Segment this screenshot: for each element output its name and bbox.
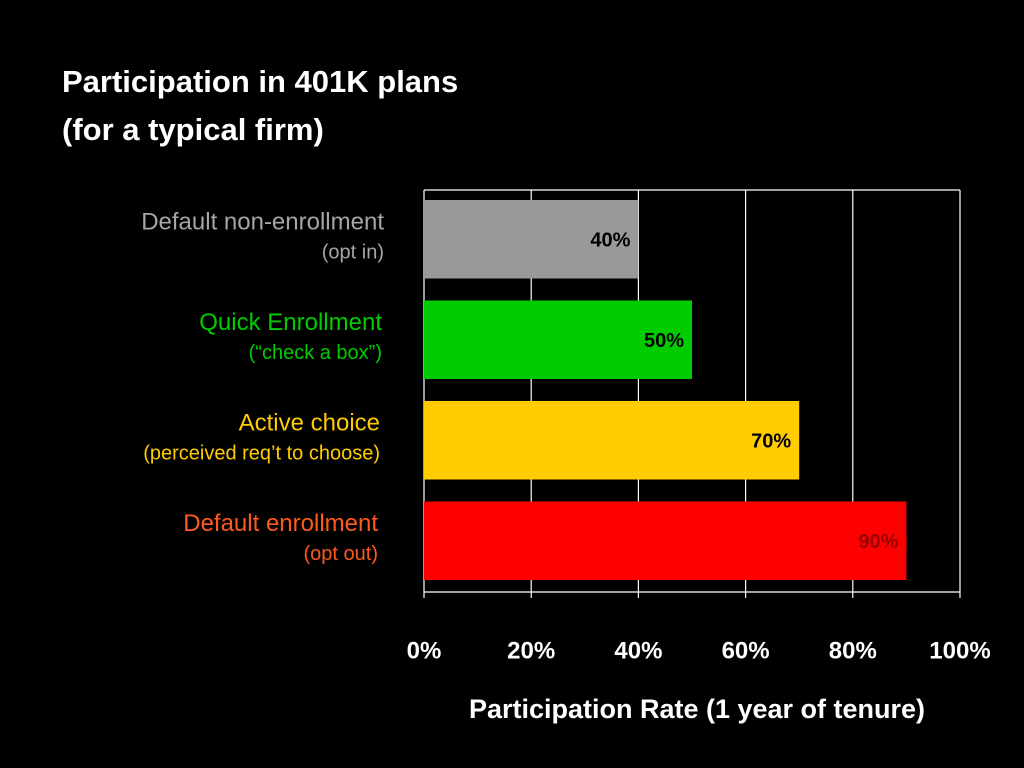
- x-axis-label: Participation Rate (1 year of tenure): [469, 694, 925, 724]
- value-label: 90%: [858, 531, 898, 553]
- category-note: (opt in): [322, 242, 384, 264]
- category-label: Default enrollment: [183, 510, 378, 537]
- category-note: (“check a box”): [249, 342, 382, 364]
- value-label: 70%: [751, 431, 791, 453]
- category-note: (opt out): [304, 543, 378, 565]
- x-tick-label: 80%: [829, 637, 877, 664]
- chart-title: Participation in 401K plans: [62, 64, 458, 99]
- x-tick-label: 40%: [614, 637, 662, 664]
- value-label: 50%: [644, 330, 684, 352]
- x-tick-label: 60%: [722, 637, 770, 664]
- x-tick-label: 100%: [929, 637, 990, 664]
- bar: [424, 401, 800, 480]
- bar: [424, 200, 639, 279]
- value-label: 40%: [590, 230, 630, 252]
- bar: [424, 501, 907, 580]
- chart-subtitle: (for a typical firm): [62, 112, 324, 147]
- x-tick-label: 0%: [407, 637, 442, 664]
- category-label: Active choice: [239, 410, 380, 437]
- category-note: (perceived req’t to choose): [143, 443, 380, 465]
- category-label: Quick Enrollment: [199, 309, 382, 336]
- x-tick-label: 20%: [507, 637, 555, 664]
- category-label: Default non-enrollment: [141, 209, 384, 236]
- bar: [424, 300, 692, 379]
